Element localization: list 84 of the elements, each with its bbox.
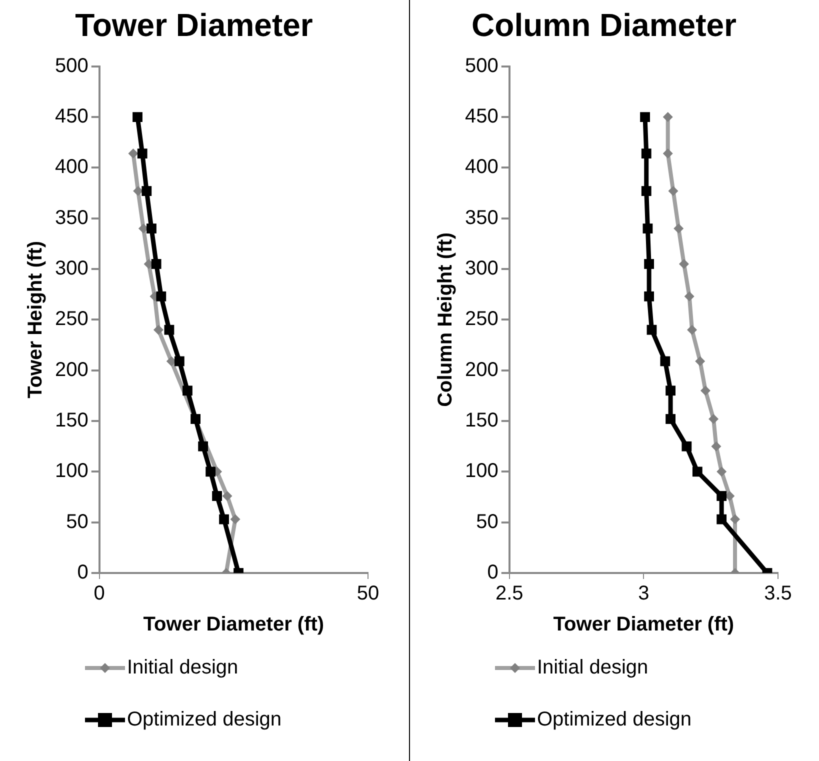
point xyxy=(730,514,740,524)
point xyxy=(198,441,208,452)
point xyxy=(156,291,166,302)
point xyxy=(164,324,174,335)
x-axis-title: Tower Diameter (ft) xyxy=(553,614,734,636)
x-tick-label: 2.5 xyxy=(495,582,524,605)
y-tick-label: 450 xyxy=(464,106,498,128)
point xyxy=(133,186,144,196)
point xyxy=(678,258,689,269)
y-tick-label: 150 xyxy=(54,410,88,432)
point xyxy=(212,491,222,501)
point xyxy=(716,466,727,477)
point xyxy=(142,186,152,196)
point xyxy=(711,441,722,452)
x-tick-label: 50 xyxy=(356,582,380,605)
y-tick-label: 250 xyxy=(464,308,498,330)
point xyxy=(695,356,706,366)
point xyxy=(716,514,727,524)
y-tick-label: 100 xyxy=(464,460,498,482)
point xyxy=(708,414,719,424)
point xyxy=(668,186,678,196)
point xyxy=(174,356,184,366)
y-tick-label: 500 xyxy=(54,54,88,77)
y-axis-title: Column Height (ft) xyxy=(434,232,457,407)
y-tick-label: 250 xyxy=(54,308,88,330)
y-tick-label: 500 xyxy=(464,54,498,77)
x-tick-label: 3.5 xyxy=(764,582,792,605)
legend-label: Optimized design xyxy=(537,708,692,731)
point xyxy=(222,490,232,501)
y-tick-label: 300 xyxy=(464,258,498,280)
point xyxy=(146,224,156,234)
point xyxy=(716,491,727,501)
point xyxy=(190,414,200,424)
point xyxy=(644,259,654,269)
x-axis-title: Tower Diameter (ft) xyxy=(143,614,324,636)
legend-label: Initial design xyxy=(127,656,238,679)
y-tick-label: 0 xyxy=(487,562,498,584)
point xyxy=(700,386,710,396)
point xyxy=(206,466,216,477)
point xyxy=(666,414,676,424)
x-tick-label: 3 xyxy=(638,582,650,605)
point xyxy=(687,324,698,335)
y-tick-label: 350 xyxy=(464,206,498,229)
y-tick-label: 400 xyxy=(54,156,88,178)
point xyxy=(128,148,138,159)
point xyxy=(682,441,692,452)
y-tick-label: 400 xyxy=(464,156,498,178)
point xyxy=(138,224,148,234)
point xyxy=(646,324,657,335)
point xyxy=(182,386,192,396)
point xyxy=(641,148,652,158)
y-tick-label: 200 xyxy=(54,358,88,381)
y-tick-label: 50 xyxy=(476,510,498,533)
point xyxy=(151,259,162,269)
point xyxy=(219,514,229,524)
point xyxy=(666,386,676,396)
point xyxy=(640,112,650,122)
point xyxy=(662,148,673,159)
point xyxy=(660,356,670,366)
y-axis-title: Tower Height (ft) xyxy=(24,241,47,398)
point xyxy=(641,186,652,196)
y-tick-label: 50 xyxy=(66,510,88,533)
point xyxy=(153,324,164,335)
point xyxy=(642,224,653,234)
y-tick-label: 150 xyxy=(464,410,498,432)
y-tick-label: 100 xyxy=(54,460,88,482)
legend-label: Initial design xyxy=(537,656,648,679)
y-tick-label: 350 xyxy=(54,206,88,229)
chart-title: Tower Diameter xyxy=(75,7,313,44)
legend-label: Optimized design xyxy=(127,708,282,731)
point xyxy=(137,148,148,158)
point xyxy=(684,291,694,302)
point xyxy=(230,514,240,524)
point xyxy=(692,466,702,477)
point xyxy=(674,224,684,234)
chart-title: Column Diameter xyxy=(472,7,736,44)
y-tick-label: 200 xyxy=(464,358,498,381)
y-tick-label: 0 xyxy=(77,562,88,584)
y-tick-label: 450 xyxy=(54,106,88,128)
x-tick-label: 0 xyxy=(94,582,105,605)
point xyxy=(132,112,142,122)
y-tick-label: 300 xyxy=(54,258,88,280)
point xyxy=(662,112,673,122)
point xyxy=(644,291,654,302)
